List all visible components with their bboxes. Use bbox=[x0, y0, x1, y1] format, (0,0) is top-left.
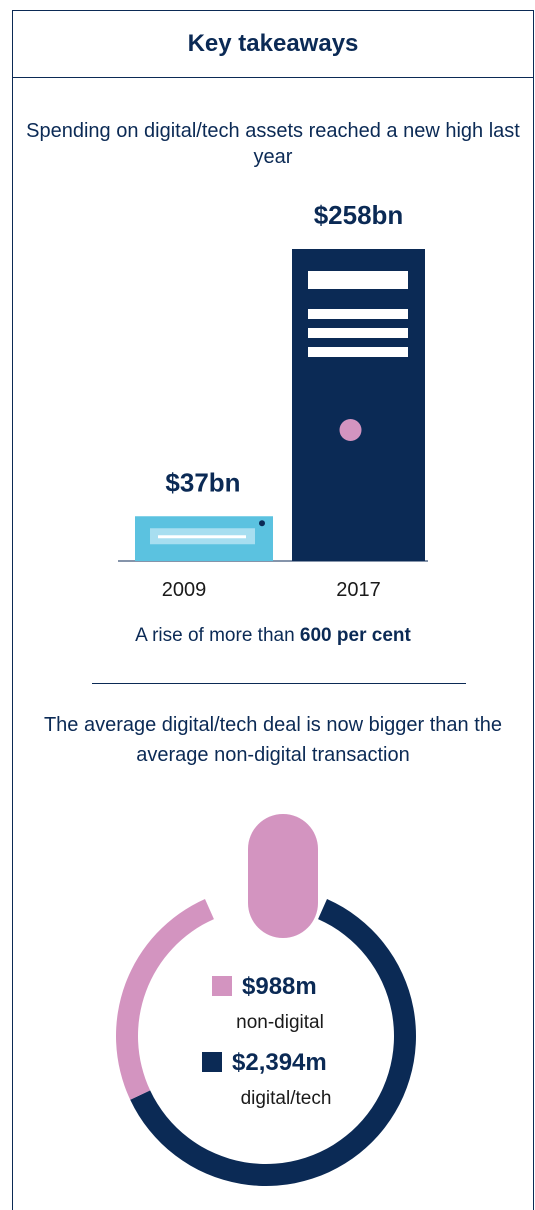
donut-slice-non-digital bbox=[116, 898, 214, 1100]
page-title: Key takeaways bbox=[187, 29, 359, 57]
donut-category-label: non-digital bbox=[236, 1012, 324, 1033]
legend-swatch-non-digital bbox=[212, 976, 232, 996]
donut-category-label: digital/tech bbox=[241, 1088, 332, 1109]
donut-chart-subtitle: The average digital/tech deal is now big… bbox=[43, 714, 503, 766]
bar-2017-slot-2 bbox=[308, 309, 408, 319]
rise-text: A rise of more than 600 per cent bbox=[12, 625, 534, 647]
legend-swatch-digital-tech bbox=[202, 1052, 222, 1072]
rise-value: 600 per cent bbox=[299, 625, 411, 646]
donut-value-label: $2,394m bbox=[232, 1049, 327, 1076]
bar-2017-power-led bbox=[339, 419, 362, 441]
panel-header: Key takeaways bbox=[12, 10, 534, 78]
rise-prefix: A rise of more than bbox=[135, 625, 295, 646]
panel-frame bbox=[12, 10, 534, 1210]
bar-2009-slot-line bbox=[158, 535, 246, 539]
section-divider bbox=[92, 683, 466, 684]
donut-value-label: $988m bbox=[242, 973, 317, 1000]
power-stem-icon bbox=[248, 814, 318, 938]
donut-chart: $988m non-digital $2,394m digital/tech bbox=[116, 814, 416, 1186]
bar-2017-slot-1 bbox=[308, 271, 408, 289]
bar-value-label: $258bn bbox=[314, 200, 404, 230]
bar-category-label: 2009 bbox=[162, 579, 207, 601]
bar-2017-slot-3 bbox=[308, 328, 408, 338]
bar-2017-slot-4 bbox=[308, 347, 408, 357]
bar-2009-led bbox=[259, 520, 265, 527]
bar-category-label: 2017 bbox=[336, 579, 381, 601]
bar-chart-subtitle: Spending on digital/tech assets reached … bbox=[26, 120, 520, 168]
bar-2017 bbox=[292, 249, 425, 561]
bar-chart: $37bn 2009 $258bn 2017 bbox=[118, 200, 428, 601]
bar-value-label: $37bn bbox=[165, 467, 240, 497]
